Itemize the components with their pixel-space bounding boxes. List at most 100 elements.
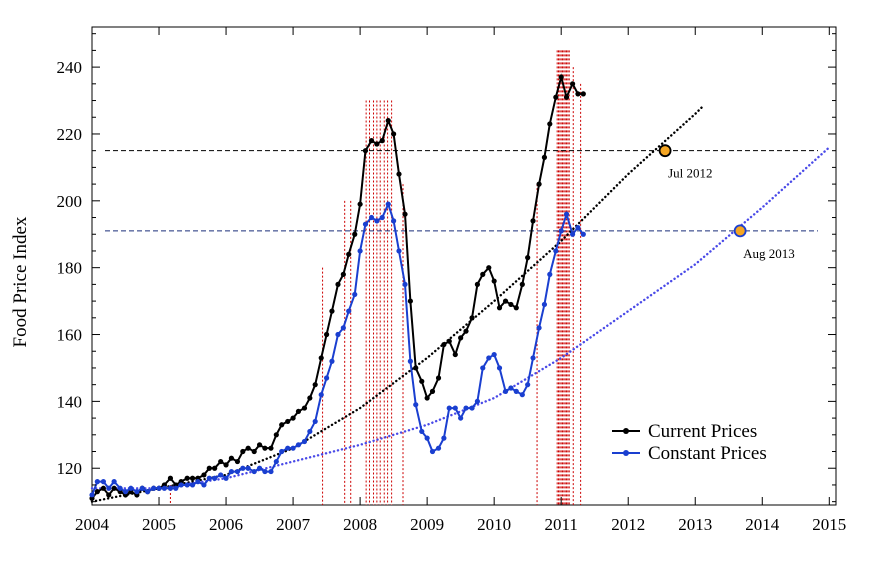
data-point [452, 351, 458, 358]
legend-marker-constant [623, 450, 629, 456]
data-point [558, 228, 564, 234]
data-point [318, 392, 324, 398]
data-point [189, 482, 196, 488]
data-point [563, 211, 570, 217]
data-point [519, 392, 525, 398]
data-point [145, 489, 151, 495]
data-point [486, 355, 492, 361]
data-point [106, 485, 112, 491]
data-point [435, 375, 442, 381]
data-point [268, 468, 274, 475]
annotation-label: Jul 2012 [668, 166, 712, 181]
data-point [547, 271, 553, 277]
data-point [396, 171, 402, 177]
x-tick-label: 2005 [142, 515, 176, 534]
data-point [262, 445, 268, 451]
data-point [89, 492, 95, 498]
data-point [541, 301, 548, 308]
data-point [117, 485, 123, 491]
data-point [553, 248, 559, 254]
x-tick-label: 2014 [745, 515, 780, 534]
data-point [111, 479, 117, 485]
x-tick-label: 2008 [343, 515, 377, 534]
data-point [240, 465, 246, 471]
data-point [385, 201, 391, 207]
data-point [508, 301, 514, 308]
data-point [151, 485, 157, 491]
data-point [212, 475, 218, 481]
data-point [251, 448, 257, 455]
data-point [301, 438, 308, 445]
x-tick-label: 2012 [611, 515, 645, 534]
data-point [223, 462, 229, 468]
data-point [580, 231, 586, 237]
data-point [178, 482, 184, 488]
annotation-marker [733, 224, 747, 238]
data-point [357, 248, 363, 254]
data-point [301, 405, 308, 411]
y-tick-label: 240 [57, 58, 83, 77]
data-point [541, 154, 548, 160]
data-point [385, 117, 391, 124]
data-point [312, 418, 318, 425]
data-point [100, 479, 106, 485]
series-0 [89, 73, 586, 501]
x-tick-label: 2004 [75, 515, 110, 534]
y-tick-label: 180 [57, 259, 83, 278]
data-point [491, 278, 497, 284]
data-point [212, 465, 218, 471]
legend-label-current: Current Prices [648, 421, 757, 442]
annotation-marker [658, 144, 672, 158]
data-point [553, 94, 559, 100]
data-point [346, 251, 352, 257]
data-point [402, 211, 408, 217]
data-point [391, 218, 397, 224]
data-point [340, 325, 346, 331]
data-point [362, 148, 369, 154]
data-point [368, 214, 375, 221]
data-point [161, 485, 167, 491]
data-point [279, 448, 285, 455]
data-point [530, 355, 536, 361]
data-point [329, 308, 335, 314]
data-point [580, 91, 586, 97]
data-point [218, 472, 224, 478]
data-point [575, 224, 581, 231]
data-point [446, 338, 452, 344]
data-point [329, 358, 335, 364]
data-point [201, 482, 207, 488]
data-point [374, 218, 380, 224]
data-point [569, 231, 576, 237]
data-point [441, 341, 447, 348]
data-point [106, 492, 112, 498]
data-point [312, 382, 318, 388]
data-point [268, 445, 274, 451]
axis-ticks: 2004 2005 2006 2007 2008 2009 2010 2011 2012 2013… [57, 27, 846, 534]
y-tick-label: 140 [57, 392, 83, 411]
data-point [251, 468, 257, 475]
legend-marker-current [623, 428, 629, 434]
data-point [290, 445, 296, 451]
data-point [424, 395, 430, 401]
data-point [240, 448, 246, 455]
x-tick-label: 2011 [545, 515, 578, 534]
plot-frame [91, 26, 837, 506]
data-point [525, 382, 531, 388]
data-point [206, 475, 212, 481]
y-tick-label: 120 [57, 459, 83, 478]
data-point [340, 271, 346, 277]
data-point [295, 442, 302, 448]
data-point [94, 479, 100, 485]
data-point [435, 445, 442, 451]
y-tick-label: 200 [57, 192, 83, 211]
data-point [419, 378, 425, 384]
data-point [323, 331, 330, 338]
data-point [547, 121, 553, 127]
data-point [273, 432, 279, 438]
data-point [245, 465, 251, 471]
reference-lines [105, 150, 818, 232]
data-point [502, 298, 509, 304]
data-point [496, 365, 503, 371]
data-point [402, 281, 408, 287]
data-point [100, 485, 106, 491]
